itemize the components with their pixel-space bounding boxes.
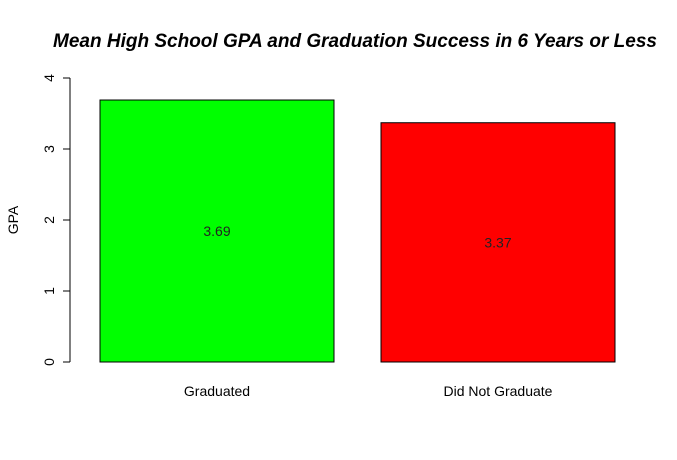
y-axis: 0 1 2 3 4 [41, 74, 71, 366]
x-tick-label: Graduated [184, 383, 250, 399]
x-tick-label: Did Not Graduate [444, 383, 553, 399]
bar-did-not-graduate [380, 122, 616, 363]
bar-graduated [99, 99, 335, 363]
bar-value-label: 3.37 [484, 234, 511, 250]
y-tick-label: 2 [41, 216, 57, 224]
y-tick-label: 1 [41, 287, 57, 295]
y-tick-label: 4 [41, 74, 57, 82]
y-axis-label: GPA [5, 205, 21, 234]
chart-title: Mean High School GPA and Graduation Succ… [53, 31, 657, 52]
value-labels-group: 3.69 3.37 [203, 223, 511, 250]
bar-value-label: 3.69 [203, 223, 230, 239]
y-tick-label: 0 [41, 358, 57, 366]
y-tick-label: 3 [41, 145, 57, 153]
y-ticks-group: 0 1 2 3 4 [41, 74, 70, 366]
x-tick-labels-group: Graduated Did Not Graduate [184, 383, 553, 399]
bars-group [99, 99, 616, 363]
